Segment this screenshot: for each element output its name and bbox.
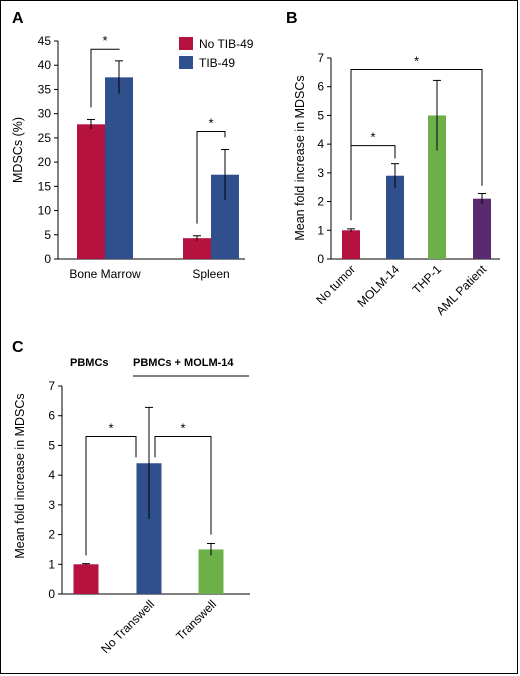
panel-b-xtick-label: THP-1: [410, 262, 445, 297]
panel-a-bar: [77, 124, 105, 259]
panel-c-ytick-label: 4: [48, 468, 55, 482]
panel-b-ytick-label: 0: [317, 252, 324, 266]
panel-a-legend-swatch: [179, 37, 193, 50]
panel-c-xtick-label: No Transwell: [98, 597, 157, 656]
panel-c-ytick-label: 3: [48, 498, 55, 512]
panel-a-significance-star: *: [102, 33, 107, 48]
panel-b-label: B: [286, 10, 298, 27]
panel-c-ytick-label: 5: [48, 438, 55, 452]
panel-a-bar: [183, 238, 211, 259]
panel-b-significance: [350, 68, 483, 218]
panel-c-bar: [198, 549, 224, 594]
panel-a-ylabel: MDSCs (%): [11, 117, 25, 183]
panel-b-ytick-label: 3: [317, 166, 324, 180]
panel-b-ylabel: Mean fold increase in MDSCs: [293, 75, 307, 240]
panel-a-xtick-label: Spleen: [192, 267, 229, 281]
panel-b-significance-star: *: [414, 53, 419, 68]
panel-c-significance: [154, 436, 212, 535]
panel-b-xtick-label: MOLM-14: [355, 262, 403, 310]
panel-c-ytick-label: 1: [48, 557, 55, 571]
panel-b-ytick-label: 1: [317, 223, 324, 237]
group-label-pbmcs-molm14: PBMCs + MOLM-14: [133, 357, 234, 369]
panel-a-plot: 0 5 10 15 20 25 30 35 40 45 Bone Marrow Spleen * * No …: [38, 33, 254, 281]
panel-a-significance: [196, 131, 226, 224]
panel-c-significance: [85, 436, 137, 556]
panel-b-bar: [428, 115, 446, 259]
panel-a-label: A: [12, 10, 24, 27]
panel-a-legend-label: No TIB-49: [199, 37, 254, 51]
panel-c-ylabel: Mean fold increase in MDSCs: [13, 393, 27, 558]
panel-a-xtick-label: Bone Marrow: [69, 267, 141, 281]
panel-b-xtick-label: No tumor: [313, 262, 358, 307]
panel-a-legend-swatch: [179, 56, 193, 69]
panel-b-ytick-label: 2: [317, 195, 324, 209]
panel-c-ytick-label: 7: [48, 379, 55, 393]
panel-c-ytick-label: 6: [48, 409, 55, 423]
panel-a-ytick-label: 40: [38, 58, 52, 72]
panel-b-ytick-label: 5: [317, 108, 324, 122]
panel-a-ytick-label: 30: [38, 107, 52, 121]
panel-a-ytick-label: 20: [38, 155, 52, 169]
panel-a-ytick-label: 0: [44, 252, 51, 266]
panel-c-ytick-label: 2: [48, 528, 55, 542]
panel-b-ytick-label: 6: [317, 80, 324, 94]
panel-b-significance-star: *: [370, 130, 375, 145]
panel-a-legend-label: TIB-49: [199, 56, 235, 70]
panel-a-bar: [105, 77, 133, 259]
panel-c-plot: 0 1 2 3 4 5 6 7 No Transwell Transwell * *: [48, 379, 250, 656]
panel-c-ytick-label: 0: [48, 587, 55, 601]
panel-c-label: C: [12, 339, 24, 356]
panel-b-bar: [473, 198, 491, 259]
panel-a-significance-star: *: [208, 116, 213, 131]
panel-c-xtick-label: Transwell: [173, 597, 219, 643]
panel-a-ytick-label: 35: [38, 82, 52, 96]
group-label-pbmcs: PBMCs: [70, 357, 109, 369]
panel-a-ytick-label: 10: [38, 204, 52, 218]
panel-b-bar: [342, 230, 360, 259]
panel-c-significance-star: *: [108, 421, 113, 436]
panel-b-ytick-label: 4: [317, 137, 324, 151]
panel-c-significance-star: *: [180, 421, 185, 436]
panel-a-ytick-label: 15: [38, 179, 52, 193]
panel-a-significance: [90, 48, 120, 108]
panel-a-ytick-label: 5: [44, 228, 51, 242]
panel-a-ytick-label: 45: [38, 34, 52, 48]
panel-a-ytick-label: 25: [38, 131, 52, 145]
panel-b-bar: [386, 175, 404, 259]
panel-b-ytick-label: 7: [317, 51, 324, 65]
panel-c-bar: [73, 564, 99, 594]
